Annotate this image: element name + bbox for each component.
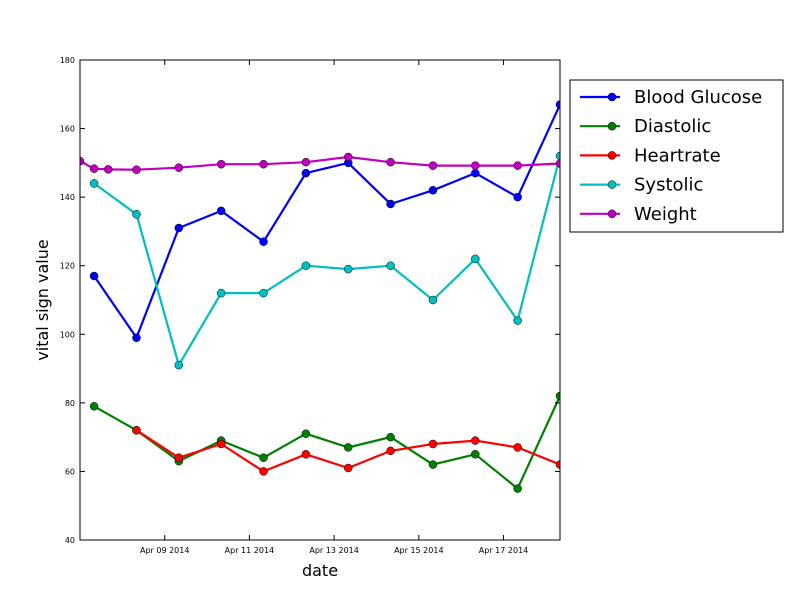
y-tick-label: 100 [60,330,75,339]
legend-label-weight: Weight [634,204,697,225]
data-point-systolic [89,179,99,188]
data-point-diastolic [428,460,438,469]
data-point-weight [103,165,113,174]
data-point-systolic [555,151,560,161]
data-point-weight [555,159,560,168]
data-point-weight [428,161,438,170]
data-point-heartrate [428,439,438,449]
legend-marker-diastolic [607,121,617,131]
plot-frame [79,59,561,541]
y-axis-label: vital sign value [33,239,52,360]
data-point-heartrate [259,467,268,476]
x-axis-label: date [302,561,338,580]
legend-label-diastolic: Diastolic [634,116,711,137]
y-axis: 40 60 80 100 120 140 160 180 [60,56,560,545]
data-point-heartrate [301,450,311,459]
series-weight [80,152,560,174]
data-point-systolic [513,316,522,325]
x-tick-label: Apr 15 2014 [394,546,443,555]
data-point-systolic [259,288,268,298]
data-point-weight [89,164,99,173]
data-point-blood-glucose [428,186,438,195]
x-tick-label: Apr 13 2014 [309,546,358,555]
data-point-heartrate [216,439,226,449]
series-line-diastolic [93,395,560,490]
legend-marker-systolic [607,180,617,189]
data-point-weight [80,156,85,166]
data-point-weight [259,159,268,169]
data-point-blood-glucose [301,168,311,178]
y-tick-label: 120 [60,262,75,271]
data-point-weight [216,159,226,169]
data-point-weight [174,163,184,172]
data-point-blood-glucose [513,192,522,202]
data-point-blood-glucose [555,100,560,109]
data-point-weight [471,161,480,170]
legend-marker-heartrate [607,151,617,160]
data-point-diastolic [555,391,560,401]
data-point-systolic [386,261,395,270]
data-point-diastolic [386,432,395,442]
data-point-heartrate [132,426,141,435]
series-line-systolic [93,155,560,367]
legend-label-heartrate: Heartrate [634,145,721,166]
y-tick-label: 160 [60,125,75,134]
series-systolic [89,151,560,370]
data-point-heartrate [471,436,480,445]
data-point-weight [132,165,141,174]
data-point-systolic [301,261,311,270]
data-point-diastolic [343,443,353,452]
data-point-systolic [343,264,353,274]
series-heartrate [132,426,560,476]
x-axis: Apr 09 2014 Apr 11 2014 Apr 13 2014 Apr 15 … [140,60,528,555]
data-point-weight [343,152,353,162]
data-point-blood-glucose [471,168,480,178]
data-point-heartrate [555,460,560,469]
data-point-systolic [132,210,141,219]
series-layer [80,100,560,493]
legend-label-blood-glucose: Blood Glucose [634,87,762,108]
y-tick-label: 60 [65,467,75,476]
data-point-blood-glucose [174,223,184,233]
data-point-blood-glucose [89,271,99,281]
legend-marker-weight [607,209,617,219]
series-blood-glucose [89,100,560,342]
legend: Blood Glucose Diastolic Heartrate Systolic W… [569,79,784,233]
data-point-diastolic [301,429,311,438]
data-point-heartrate [386,446,395,456]
x-tick-label: Apr 11 2014 [225,546,274,555]
data-point-diastolic [471,450,480,459]
data-point-weight [301,157,311,167]
data-point-heartrate [513,443,522,452]
legend-label-systolic: Systolic [634,175,703,196]
y-tick-label: 140 [60,193,75,202]
data-point-systolic [216,288,226,298]
legend-marker-blood-glucose [607,92,617,102]
y-tick-label: 40 [65,536,75,545]
data-point-systolic [428,295,438,305]
y-tick-label: 80 [65,399,75,408]
x-tick-label: Apr 17 2014 [479,546,528,555]
data-point-blood-glucose [216,206,226,216]
data-point-weight [513,161,522,170]
data-point-heartrate [343,463,353,473]
data-point-systolic [471,254,480,264]
y-tick-label: 180 [60,56,75,65]
data-point-diastolic [513,484,522,493]
data-point-diastolic [89,402,99,411]
data-point-diastolic [259,453,268,462]
data-point-weight [386,157,395,167]
data-point-blood-glucose [132,333,141,342]
data-point-blood-glucose [259,237,268,246]
series-line-blood-glucose [93,104,560,339]
data-point-heartrate [174,453,184,462]
plot-area [80,100,560,493]
x-tick-label: Apr 09 2014 [140,546,189,555]
data-point-blood-glucose [386,199,395,209]
series-line-weight [80,155,560,171]
data-point-systolic [174,360,184,370]
